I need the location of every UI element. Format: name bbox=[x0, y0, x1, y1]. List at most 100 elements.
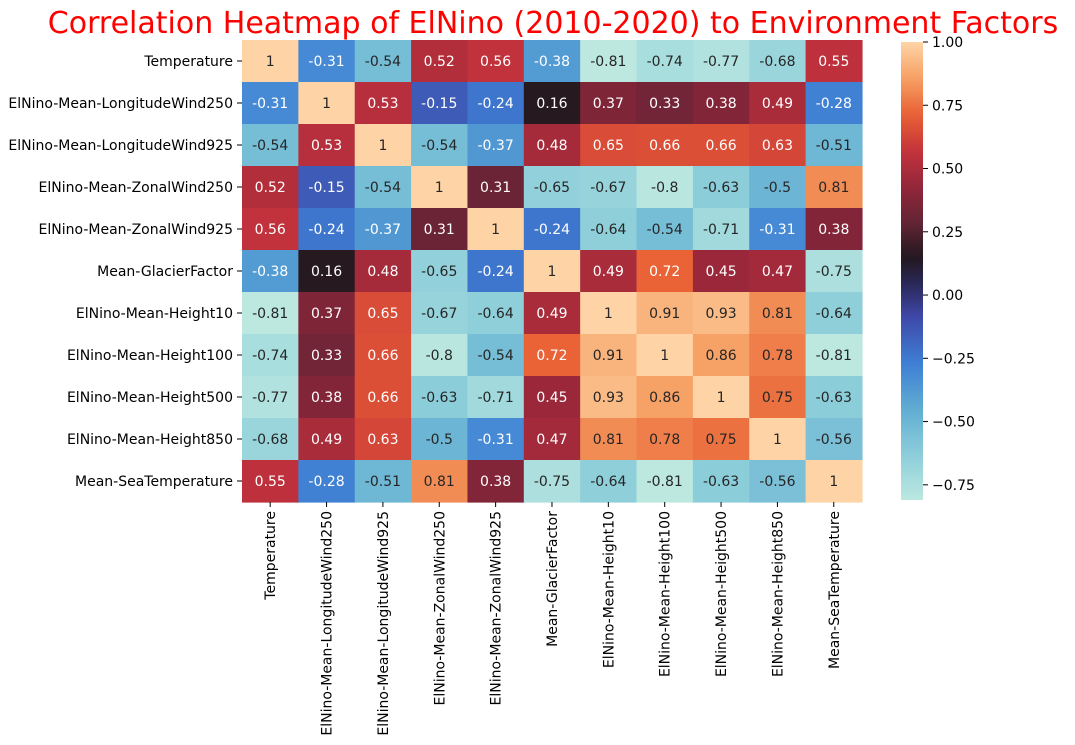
cell-value-label: 0.63 bbox=[762, 138, 793, 154]
cell-value-label: 0.33 bbox=[649, 96, 680, 112]
heatmap-cell bbox=[298, 166, 356, 209]
cell-value-label: 0.31 bbox=[424, 222, 455, 238]
y-tick-label: Temperature bbox=[143, 54, 233, 70]
heatmap-cell bbox=[411, 250, 469, 293]
cell-value-label: -0.5 bbox=[426, 432, 453, 448]
heatmap-cell bbox=[636, 124, 694, 167]
heatmap-cell bbox=[749, 40, 807, 83]
cell-value-label: 0.66 bbox=[367, 390, 398, 406]
heatmap-cell bbox=[242, 208, 299, 251]
x-tick-label: ElNino-Mean-Height500 bbox=[714, 511, 730, 677]
heatmap-cell bbox=[242, 40, 299, 83]
cell-value-label: -0.51 bbox=[816, 138, 852, 154]
cell-value-label: -0.54 bbox=[421, 138, 457, 154]
cell-value-label: -0.64 bbox=[478, 306, 514, 322]
cell-value-label: 0.45 bbox=[536, 390, 567, 406]
heatmap-cell bbox=[749, 82, 807, 125]
cell-value-label: 0.56 bbox=[255, 222, 286, 238]
heatmap-cell bbox=[692, 250, 750, 293]
cell-value-label: -0.68 bbox=[759, 54, 795, 70]
cell-value-label: 0.16 bbox=[311, 264, 342, 280]
heatmap-cell bbox=[805, 250, 863, 293]
heatmap-cell bbox=[636, 334, 694, 377]
cell-value-label: 0.53 bbox=[311, 138, 342, 154]
cell-value-label: -0.24 bbox=[534, 222, 570, 238]
heatmap-cell bbox=[298, 334, 356, 377]
heatmap-cell bbox=[749, 334, 807, 377]
heatmap-cell bbox=[242, 166, 299, 209]
cell-value-label: -0.51 bbox=[365, 474, 401, 490]
heatmap-cell bbox=[411, 334, 469, 377]
heatmap-cell bbox=[298, 250, 356, 293]
cell-value-label: -0.75 bbox=[816, 264, 852, 280]
heatmap-cell bbox=[411, 166, 469, 209]
y-tick-label: ElNino-Mean-LongitudeWind250 bbox=[8, 96, 233, 112]
cell-value-label: 0.75 bbox=[762, 390, 793, 406]
y-tick-label: Mean-SeaTemperature bbox=[75, 474, 233, 490]
cell-value-label: 0.38 bbox=[480, 474, 511, 490]
heatmap-cell bbox=[411, 460, 469, 503]
cell-value-label: 0.66 bbox=[367, 348, 398, 364]
cell-value-label: 0.65 bbox=[367, 306, 398, 322]
cell-value-label: 0.48 bbox=[367, 264, 398, 280]
cell-value-label: 0.93 bbox=[593, 390, 624, 406]
heatmap-cell bbox=[580, 124, 638, 167]
heatmap-cell bbox=[523, 460, 581, 503]
cell-value-label: -0.63 bbox=[703, 180, 739, 196]
cell-value-label: 0.37 bbox=[311, 306, 342, 322]
heatmap-cell bbox=[298, 82, 356, 125]
heatmap-cell bbox=[523, 292, 581, 335]
x-tick-label: ElNino-Mean-Height100 bbox=[658, 511, 674, 677]
heatmap-cell bbox=[298, 418, 356, 461]
heatmap-cell bbox=[636, 208, 694, 251]
heatmap-cell bbox=[242, 250, 299, 293]
cell-value-label: -0.31 bbox=[478, 432, 514, 448]
heatmap-cell bbox=[242, 292, 299, 335]
heatmap-cell bbox=[523, 166, 581, 209]
cell-value-label: -0.31 bbox=[252, 96, 288, 112]
heatmap-cell bbox=[242, 460, 299, 503]
cell-value-label: -0.75 bbox=[534, 474, 570, 490]
cell-value-label: -0.71 bbox=[478, 390, 514, 406]
cell-value-label: -0.15 bbox=[308, 180, 344, 196]
cell-value-label: -0.5 bbox=[764, 180, 791, 196]
heatmap-cell bbox=[411, 208, 469, 251]
heatmap-cell bbox=[580, 208, 638, 251]
heatmap-cell bbox=[523, 82, 581, 125]
cell-value-label: 1 bbox=[491, 222, 500, 238]
x-tick-label: ElNino-Mean-LongitudeWind925 bbox=[376, 511, 392, 736]
cell-value-label: 1 bbox=[548, 264, 557, 280]
cell-value-label: -0.68 bbox=[252, 432, 288, 448]
heatmap-cell bbox=[636, 166, 694, 209]
heatmap-cell bbox=[467, 418, 525, 461]
cell-value-label: 1 bbox=[266, 54, 275, 70]
heatmap-cell bbox=[467, 82, 525, 125]
heatmap-cell bbox=[580, 334, 638, 377]
cell-value-label: 0.86 bbox=[649, 390, 680, 406]
y-tick-label: ElNino-Mean-ZonalWind250 bbox=[39, 180, 233, 196]
cell-value-label: -0.54 bbox=[478, 348, 514, 364]
cell-value-label: 0.38 bbox=[705, 96, 736, 112]
cell-value-label: 0.47 bbox=[536, 432, 567, 448]
heatmap-cell bbox=[580, 460, 638, 503]
cell-value-label: 0.93 bbox=[705, 306, 736, 322]
heatmap-cells: 1 -0.31 -0.54 0.52 0.56 -0.38 -0.81 -0.74 -0.77-… bbox=[242, 40, 863, 503]
y-tick-label: ElNino-Mean-Height500 bbox=[67, 390, 233, 406]
cell-value-label: 0.63 bbox=[367, 432, 398, 448]
heatmap-cell bbox=[805, 418, 863, 461]
heatmap-cell bbox=[580, 166, 638, 209]
colorbar-tick-label: 0.75 bbox=[932, 98, 963, 114]
cell-value-label: -0.65 bbox=[534, 180, 570, 196]
heatmap-cell bbox=[411, 376, 469, 419]
x-tick-label: ElNino-Mean-ZonalWind250 bbox=[432, 511, 448, 705]
cell-value-label: -0.54 bbox=[365, 180, 401, 196]
cell-value-label: -0.31 bbox=[759, 222, 795, 238]
heatmap-cell bbox=[354, 82, 412, 125]
cell-value-label: -0.56 bbox=[759, 474, 795, 490]
y-tick-label: ElNino-Mean-ZonalWind925 bbox=[39, 222, 233, 238]
x-tick-label: Mean-GlacierFactor bbox=[545, 511, 561, 647]
heatmap-cell bbox=[692, 208, 750, 251]
heatmap-cell bbox=[805, 166, 863, 209]
x-tick-label: ElNino-Mean-ZonalWind925 bbox=[489, 511, 505, 705]
